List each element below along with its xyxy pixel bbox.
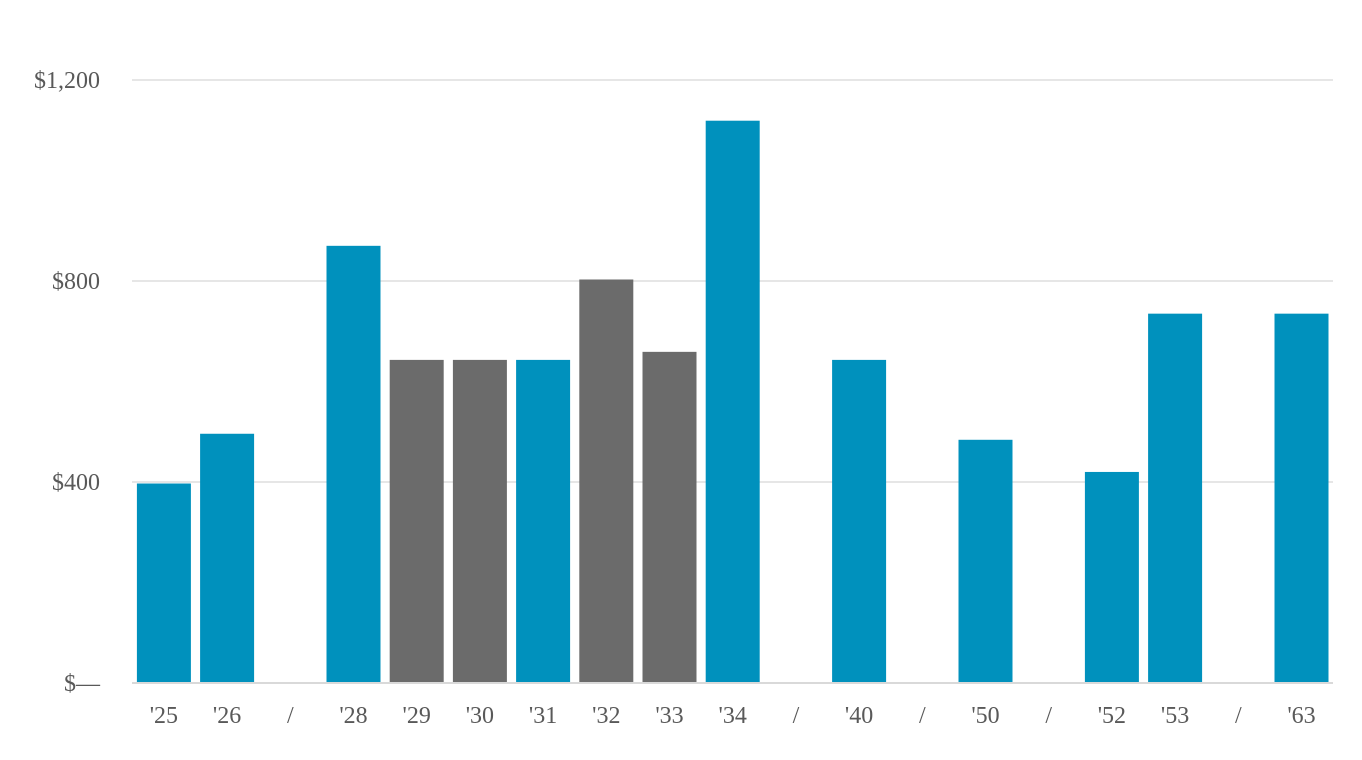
x-tick-label: '25 [150, 703, 178, 729]
bar-63 [1274, 313, 1329, 683]
x-tick-label: '63 [1287, 703, 1315, 729]
bar-29 [389, 359, 444, 683]
bars [136, 120, 1329, 683]
x-axis-break-label: / [287, 703, 294, 729]
x-tick-label: '30 [466, 703, 494, 729]
bar-32 [579, 279, 634, 683]
bar-33 [642, 351, 697, 683]
x-axis: '25 '26 / '28 '29 '30 '31 '32 '33 '34 / '40 / '50 / '52… [132, 682, 1333, 729]
y-axis: $— $400 $800 $1,200 [34, 68, 101, 697]
x-tick-label: '53 [1161, 703, 1189, 729]
x-axis-break-label: / [793, 703, 800, 729]
x-tick-label: '26 [213, 703, 241, 729]
bar-53 [1148, 313, 1203, 683]
bar-50 [958, 439, 1013, 683]
bar-26 [200, 433, 255, 683]
y-tick-label: $800 [52, 269, 100, 295]
x-tick-label: '34 [719, 703, 747, 729]
x-tick-label: '29 [403, 703, 431, 729]
bar-30 [452, 359, 507, 683]
y-tick-label: $400 [52, 470, 100, 496]
bar-52 [1084, 471, 1139, 683]
x-axis-break-label: / [1045, 703, 1052, 729]
x-tick-label: '40 [845, 703, 873, 729]
bar-31 [516, 359, 571, 683]
x-tick-label: '33 [655, 703, 683, 729]
bar-34 [705, 120, 760, 683]
bar-40 [832, 359, 887, 683]
x-axis-break-label: / [919, 703, 926, 729]
y-tick-label: $— [64, 671, 101, 697]
x-tick-label: '32 [592, 703, 620, 729]
y-tick-label: $1,200 [34, 68, 100, 94]
x-axis-break-label: / [1235, 703, 1242, 729]
x-tick-label: '50 [971, 703, 999, 729]
x-tick-label: '31 [529, 703, 557, 729]
x-tick-label: '52 [1098, 703, 1126, 729]
bar-28 [326, 245, 381, 683]
x-tick-label: '28 [339, 703, 367, 729]
bar-25 [136, 483, 191, 683]
